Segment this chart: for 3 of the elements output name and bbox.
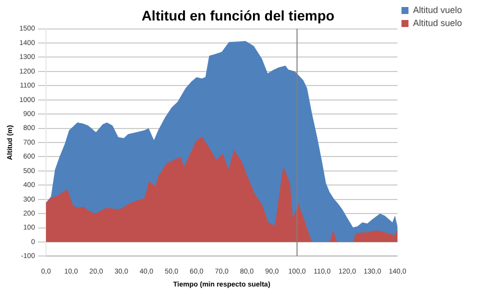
legend-label: Altitud vuelo xyxy=(412,4,462,15)
chart-title: Altitud en función del tiempo xyxy=(142,7,334,24)
legend-label: Altitud suelo xyxy=(412,18,462,28)
